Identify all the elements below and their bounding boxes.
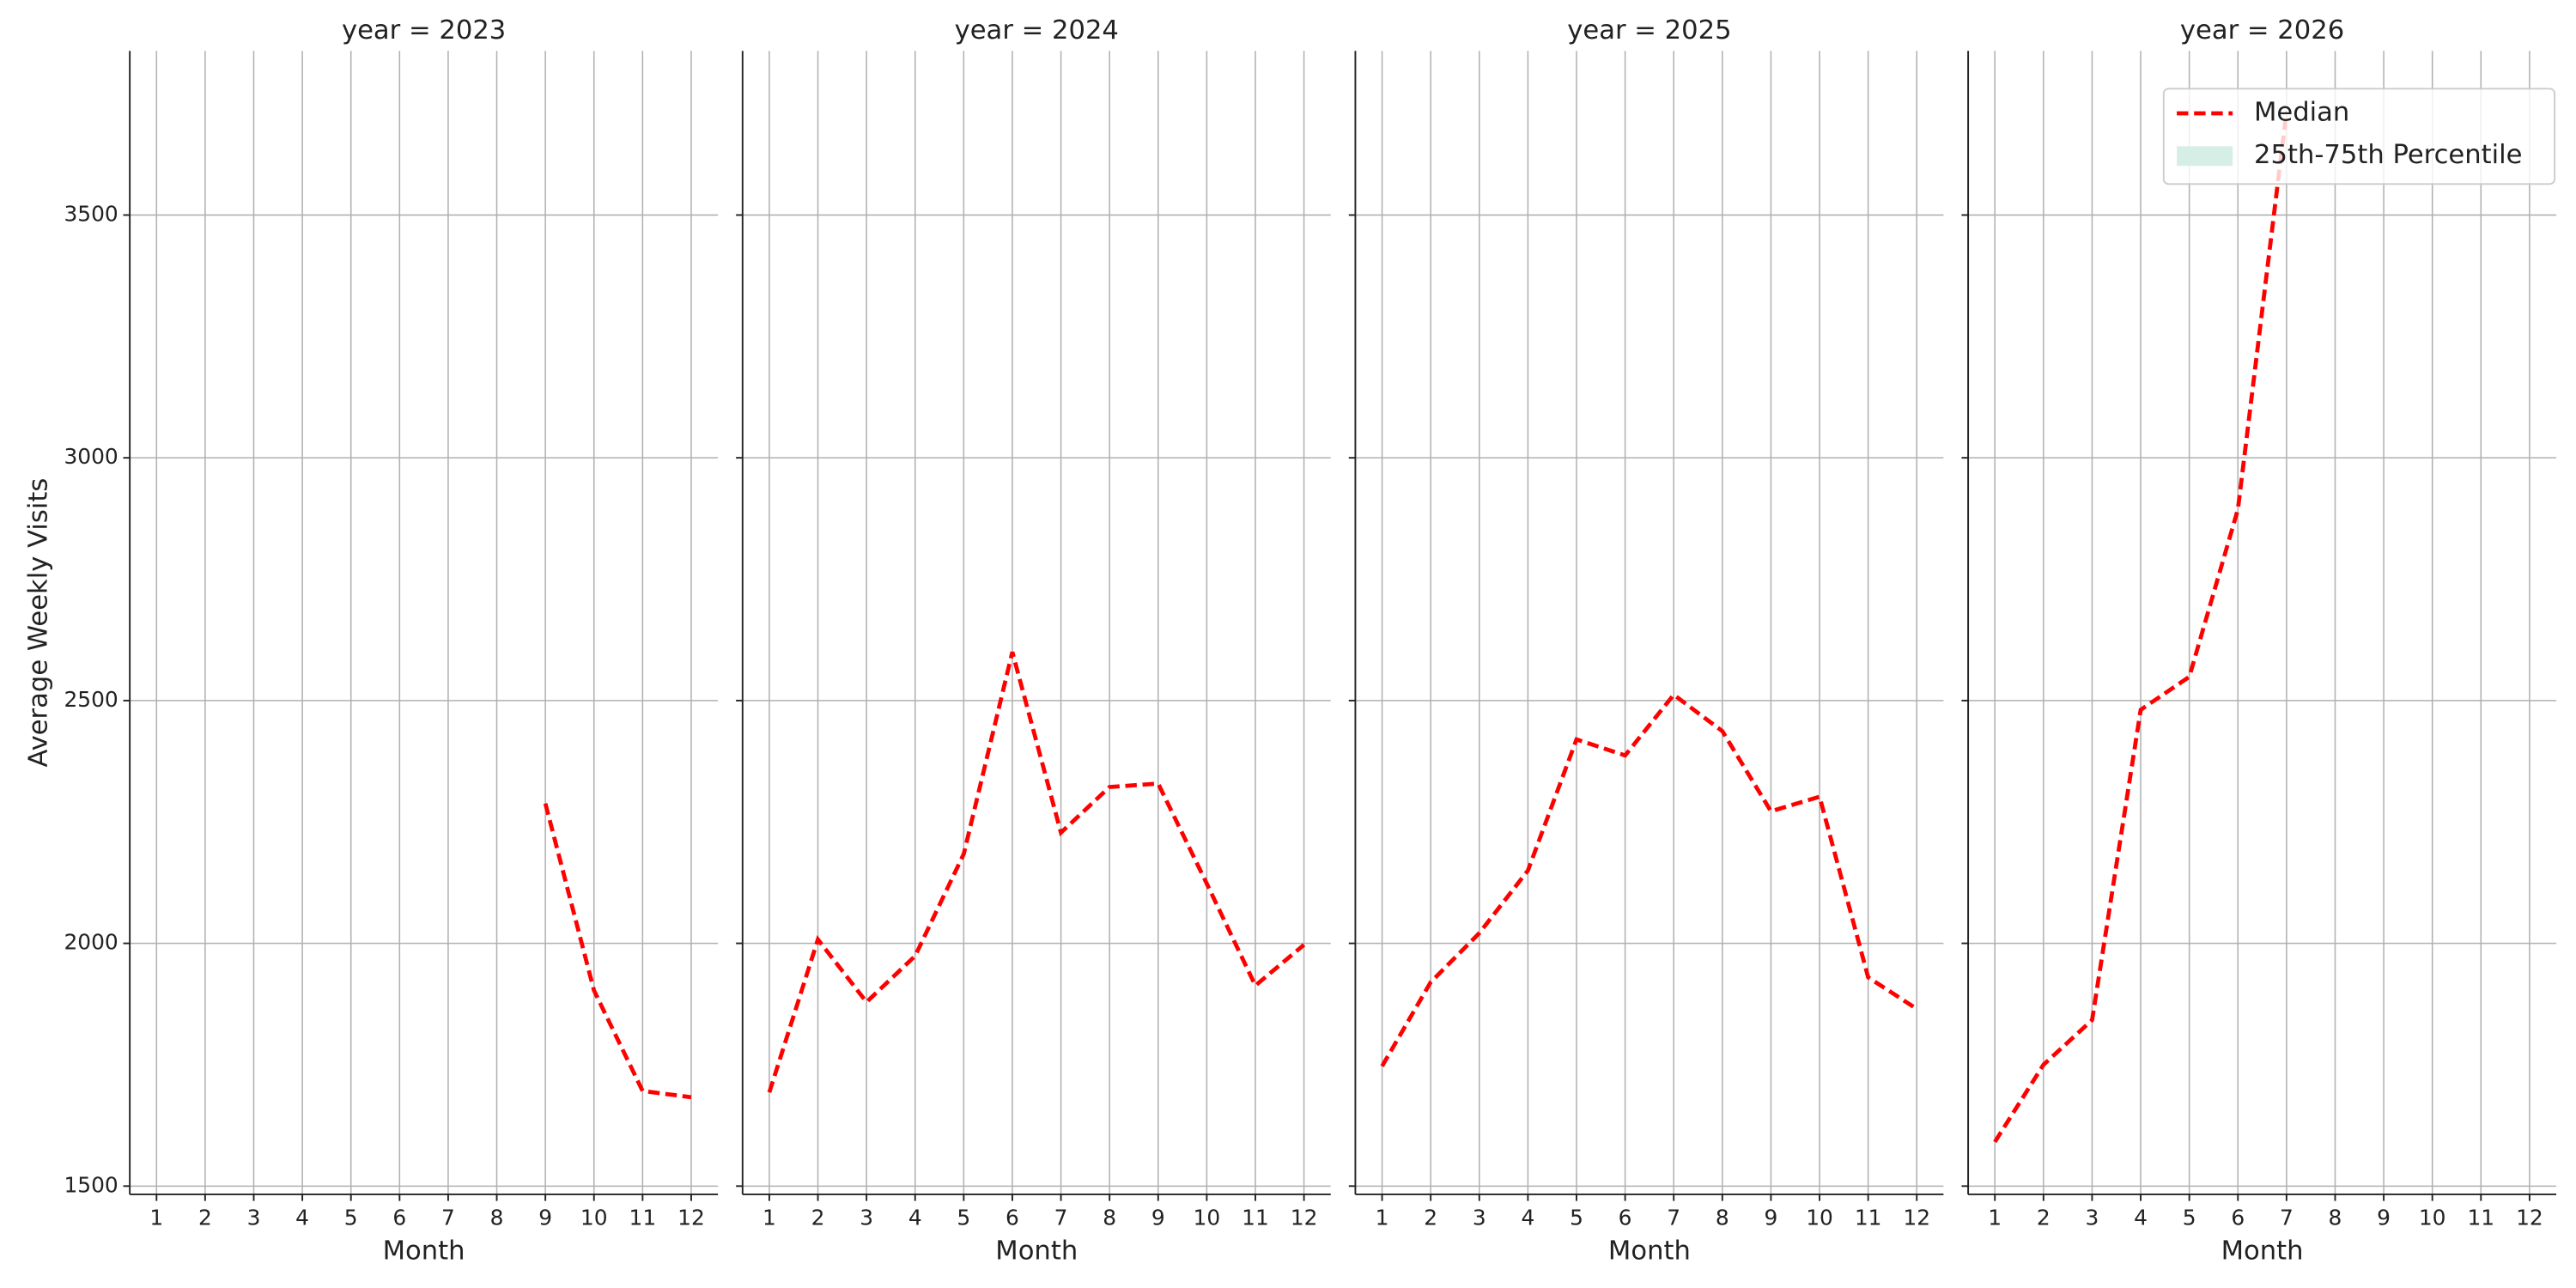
- legend-label: Median: [2254, 98, 2349, 128]
- x-tick-label: 5: [957, 1206, 970, 1230]
- x-tick-label: 12: [2516, 1206, 2543, 1230]
- legend-box: [2162, 88, 2556, 185]
- x-tick-label: 8: [1716, 1206, 1729, 1230]
- panel-title: year = 2024: [955, 15, 1119, 46]
- y-tick-label: 2500: [64, 687, 118, 712]
- x-tick-label: 7: [2280, 1206, 2293, 1230]
- x-tick-label: 2: [198, 1206, 212, 1230]
- x-tick-label: 5: [2183, 1206, 2196, 1230]
- x-tick-label: 4: [908, 1206, 922, 1230]
- x-tick-label: 7: [1667, 1206, 1680, 1230]
- y-tick-label: 3500: [64, 201, 118, 226]
- x-tick-label: 8: [1103, 1206, 1116, 1230]
- x-tick-label: 4: [2134, 1206, 2148, 1230]
- x-tick-label: 11: [1855, 1206, 1882, 1230]
- x-tick-label: 11: [1242, 1206, 1269, 1230]
- x-tick-label: 5: [1570, 1206, 1583, 1230]
- x-tick-label: 9: [538, 1206, 552, 1230]
- x-tick-label: 11: [629, 1206, 657, 1230]
- x-axis-label: Month: [383, 1236, 465, 1266]
- legend-swatch: [2177, 146, 2233, 167]
- x-tick-label: 2: [1424, 1206, 1437, 1230]
- x-axis-label: Month: [1608, 1236, 1691, 1266]
- x-tick-label: 12: [1903, 1206, 1930, 1230]
- x-tick-label: 6: [392, 1206, 406, 1230]
- x-tick-label: 12: [1291, 1206, 1318, 1230]
- x-tick-label: 9: [2377, 1206, 2391, 1230]
- x-axis-label: Month: [2221, 1236, 2304, 1266]
- panel-title: year = 2023: [342, 15, 506, 46]
- x-tick-label: 3: [1473, 1206, 1486, 1230]
- x-tick-label: 7: [441, 1206, 455, 1230]
- x-tick-label: 10: [1194, 1206, 1221, 1230]
- x-tick-label: 8: [490, 1206, 504, 1230]
- x-tick-label: 2: [811, 1206, 825, 1230]
- x-tick-label: 9: [1765, 1206, 1778, 1230]
- x-tick-label: 5: [344, 1206, 358, 1230]
- x-axis-label: Month: [995, 1236, 1078, 1266]
- x-tick-label: 3: [860, 1206, 873, 1230]
- x-tick-label: 3: [247, 1206, 261, 1230]
- panel-title: year = 2025: [1567, 15, 1731, 46]
- x-tick-label: 12: [677, 1206, 705, 1230]
- y-tick-label: 1500: [64, 1172, 118, 1197]
- x-tick-label: 1: [762, 1206, 776, 1230]
- x-tick-label: 9: [1151, 1206, 1165, 1230]
- x-tick-label: 10: [2419, 1206, 2446, 1230]
- median-line: [543, 803, 692, 1100]
- x-tick-label: 7: [1054, 1206, 1068, 1230]
- x-tick-label: 10: [1806, 1206, 1833, 1230]
- legend: Median 25th-75th Percentile: [2162, 88, 2556, 185]
- panel-title: year = 2026: [2180, 15, 2344, 46]
- y-axis-label: Average Weekly Visits: [23, 478, 53, 768]
- panel: 1 2 3 4 5 6 7 8 9 10 11 1215002000250030003500year …: [64, 15, 719, 1266]
- x-tick-label: 2: [2037, 1206, 2050, 1230]
- x-tick-label: 6: [1005, 1206, 1019, 1230]
- x-tick-label: 1: [1376, 1206, 1389, 1230]
- x-tick-label: 1: [1988, 1206, 2002, 1230]
- x-tick-label: 11: [2467, 1206, 2494, 1230]
- median-line: [1380, 691, 1918, 1067]
- x-tick-label: 6: [2231, 1206, 2245, 1230]
- median-line: [767, 651, 1306, 1093]
- x-tick-label: 10: [580, 1206, 608, 1230]
- x-tick-label: 1: [149, 1206, 163, 1230]
- y-tick-label: 2000: [64, 930, 118, 955]
- median-line: [1993, 111, 2289, 1144]
- x-tick-label: 4: [295, 1206, 309, 1230]
- x-tick-label: 8: [2329, 1206, 2342, 1230]
- legend-label: 25th-75th Percentile: [2254, 140, 2523, 170]
- x-tick-label: 4: [1521, 1206, 1534, 1230]
- x-tick-label: 6: [1619, 1206, 1632, 1230]
- x-tick-label: 3: [2086, 1206, 2099, 1230]
- y-tick-label: 3000: [64, 444, 118, 469]
